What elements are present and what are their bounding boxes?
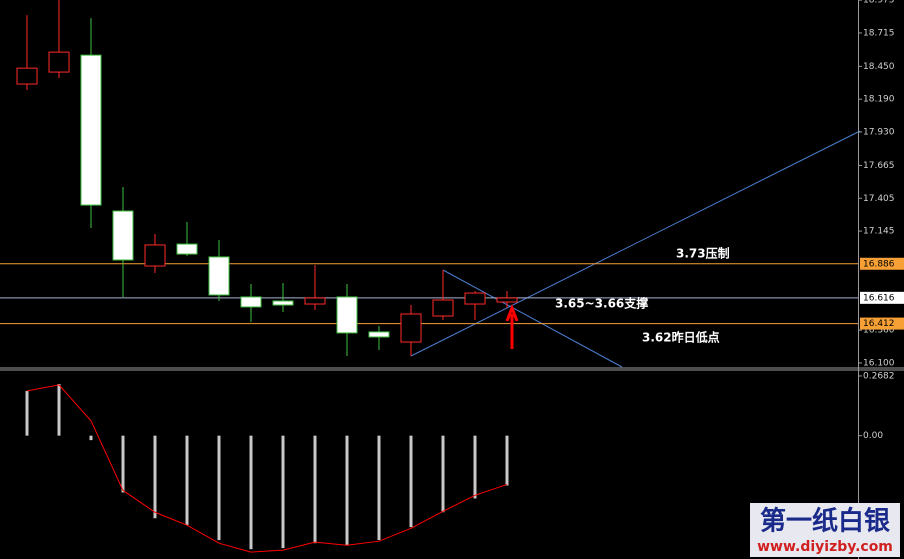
trend-line [442,269,623,368]
histogram-bar [249,435,253,550]
histogram-bar [185,435,189,526]
y-tick-label: 18.190 [863,95,895,105]
watermark-box [750,503,900,557]
candle-body [272,300,294,306]
candle-body [304,297,326,305]
candle-body [144,244,166,267]
histogram-bar [153,435,157,519]
histogram-bar [377,435,381,541]
y-tick-label: 18.450 [863,62,895,72]
histogram-bar [281,435,285,549]
histogram-bar [217,435,221,541]
histogram-bar [505,435,509,486]
price-label-box [860,317,904,330]
candle-body [464,292,486,305]
y-tick-label: 17.405 [863,194,895,204]
arrow [505,303,519,349]
candle-body [176,243,198,255]
candle-body [336,296,358,334]
y-tick-label: 17.930 [863,128,895,138]
watermark-title: 第一纸白银 [760,506,891,537]
candle-body [368,331,390,338]
candle-body [432,299,454,317]
candle-body [240,296,262,308]
annotation: 3.73压制 [676,246,730,261]
trend-line [410,130,861,357]
price-label: 16.886 [863,259,895,269]
histogram-bar [25,390,29,436]
y-tick-label: 0.00 [863,431,883,441]
candle-body [48,51,70,73]
price-label-box [860,257,904,270]
histogram-bar [345,435,349,546]
y-tick-label: 18.715 [863,28,895,38]
annotation: 3.65~3.66支撑 [555,296,648,311]
candle-body [208,256,230,296]
y-tick-label: 17.665 [863,161,895,171]
y-tick-label: 17.145 [863,227,895,237]
price-label: 16.616 [863,293,895,303]
price-label: 16.412 [863,319,895,329]
candle-body [400,313,422,343]
price-label-box [860,291,904,304]
histogram-bar [409,435,413,528]
histogram-bar [441,435,445,513]
watermark-url: www.diyizby.com [757,539,893,555]
y-tick-label: 0.2682 [863,371,895,381]
candle-body [80,54,102,206]
candle-body [112,210,134,261]
annotation: 3.62昨日低点 [642,330,720,345]
y-tick-label: 16.360 [863,326,895,336]
histogram-bar [57,384,61,436]
histogram-bar [313,435,317,544]
y-tick-label: 16.100 [863,358,895,368]
histogram-bar [89,435,93,441]
histogram-bar [121,435,125,493]
histogram-bar [473,435,477,499]
candle-body [16,67,38,85]
candle-body [496,297,518,303]
y-tick-label: 18.975 [863,0,895,6]
signal-line [26,384,508,553]
